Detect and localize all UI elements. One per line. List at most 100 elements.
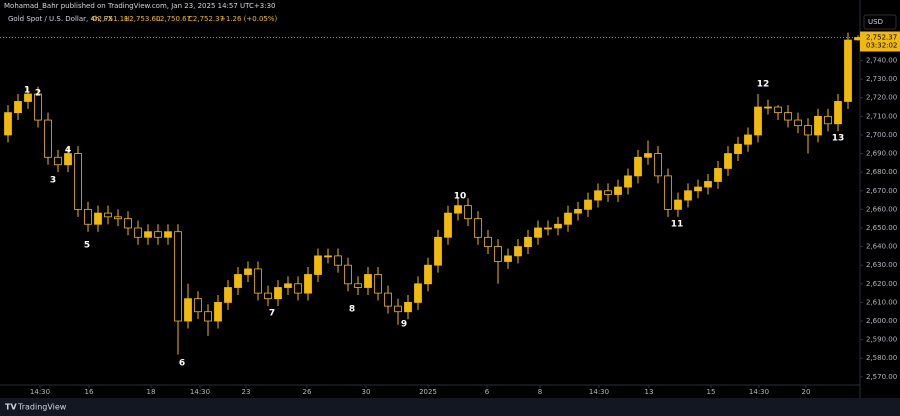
candle-body <box>634 156 642 177</box>
candle-body <box>734 143 742 154</box>
x-tick-label: 14:30 <box>749 388 769 396</box>
legend-high: H2,753.60 <box>124 15 160 23</box>
symbol: Gold Spot / U.S. Dollar, 4h, FX <box>8 15 113 23</box>
candle-body <box>724 153 732 169</box>
candle-body <box>414 283 422 303</box>
wave-label: 7 <box>269 309 275 319</box>
candle-body <box>704 181 712 188</box>
candle-body <box>624 175 632 188</box>
y-tick-label: 2,580.00 <box>866 354 897 362</box>
candle-body <box>544 227 552 230</box>
x-tick-label: 6 <box>485 388 490 396</box>
x-tick-label: 20 <box>802 388 811 396</box>
x-tick-label: 26 <box>303 388 312 396</box>
candle-body <box>444 212 452 238</box>
legend-close: C2,752.37 <box>188 15 224 23</box>
y-tick-label: 2,590.00 <box>866 336 897 344</box>
candle-body <box>524 236 532 247</box>
candle-body <box>284 283 292 288</box>
wave-label: 5 <box>84 241 90 251</box>
legend-change: +1.26 (+0.05%) <box>220 15 278 23</box>
candle-body <box>304 274 312 294</box>
candle-body <box>604 190 612 195</box>
candle-body <box>664 175 672 210</box>
candle-body <box>834 101 842 125</box>
candle-body <box>464 205 472 220</box>
candle-body <box>684 190 692 201</box>
wave-label: 12 <box>757 80 770 90</box>
wave-label: 2 <box>35 89 41 99</box>
x-tick-label: 2025 <box>419 388 437 396</box>
y-tick-label: 2,730.00 <box>866 75 897 83</box>
candle-body <box>754 106 762 136</box>
x-tick-label: 8 <box>538 388 542 396</box>
candle-body <box>454 205 462 214</box>
countdown: 03:32:02 <box>866 42 897 50</box>
candle-body <box>74 153 82 210</box>
footer-bar <box>0 398 900 416</box>
candle-body <box>334 255 342 266</box>
candle-body <box>324 255 332 258</box>
publisher: Mohamad_Bahr published on TradingView.co… <box>4 2 276 10</box>
candle-body <box>294 283 302 294</box>
candle-body <box>124 218 132 229</box>
candle-body <box>534 227 542 238</box>
candle-body <box>594 190 602 201</box>
candle-body <box>144 231 152 238</box>
candle-body <box>784 112 792 121</box>
y-tick-label: 2,670.00 <box>866 187 897 195</box>
candle-body <box>114 216 122 220</box>
candle-body <box>264 292 272 300</box>
candle-body <box>14 101 22 114</box>
last-price-box <box>860 31 900 52</box>
candle-body <box>394 305 402 313</box>
candle-body <box>764 106 772 109</box>
wave-label: 3 <box>50 176 56 186</box>
candle-body <box>804 125 812 136</box>
candle-body <box>214 302 222 322</box>
candle-body <box>164 231 172 238</box>
candle-body <box>654 153 662 177</box>
candle-body <box>814 115 822 136</box>
candle-body <box>234 274 242 288</box>
wave-label: 6 <box>179 359 185 369</box>
candle-body <box>314 255 322 275</box>
candle-body <box>174 231 182 322</box>
candle-body <box>554 223 562 229</box>
candle-body <box>84 208 92 225</box>
wave-label: 9 <box>401 320 407 330</box>
candle-body <box>4 112 12 136</box>
candle-body <box>154 231 162 238</box>
candle-body <box>584 199 592 210</box>
x-tick-label: 15 <box>707 388 716 396</box>
candle-body <box>614 186 622 195</box>
candle-body <box>374 274 382 294</box>
legend-open: O2,751.11 <box>92 15 129 23</box>
last-price: 2,752.37 <box>866 34 897 42</box>
candle-body <box>274 287 282 300</box>
y-tick-label: 2,660.00 <box>866 205 897 213</box>
y-tick-label: 2,740.00 <box>866 57 897 65</box>
currency[interactable]: USD <box>868 18 883 26</box>
candle-body <box>64 153 72 166</box>
y-tick-label: 2,630.00 <box>866 261 897 269</box>
y-tick-label: 2,620.00 <box>866 280 897 288</box>
candle-body <box>434 236 442 266</box>
x-tick-label: 14:30 <box>589 388 609 396</box>
candle-body <box>644 153 652 158</box>
x-tick-label: 16 <box>85 388 94 396</box>
candle-body <box>354 283 362 288</box>
wave-label: 11 <box>671 220 684 230</box>
candle-body <box>204 311 212 322</box>
candle-body <box>674 199 682 210</box>
legend-low: L2,750.67 <box>156 15 191 23</box>
candle-body <box>474 218 482 238</box>
candle-body <box>254 268 262 294</box>
candle-body <box>24 93 32 102</box>
currency-button[interactable] <box>863 14 897 30</box>
candle-body <box>54 156 62 166</box>
candle-body <box>794 119 802 127</box>
candle-body <box>344 264 352 285</box>
